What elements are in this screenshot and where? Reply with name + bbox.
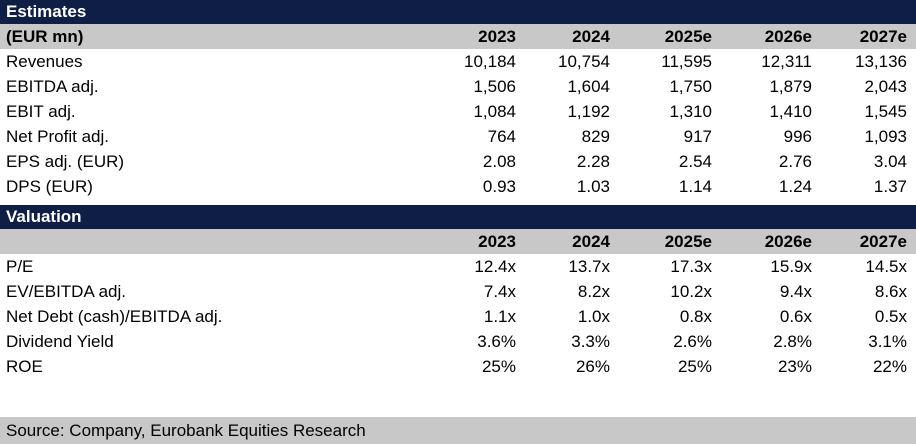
table-cell: 12,311 — [761, 51, 812, 71]
year-header: 2024 — [572, 231, 610, 251]
table-cell: 2.6% — [673, 331, 712, 351]
table-cell: 2.8% — [773, 331, 812, 351]
table-cell: 3.04 — [873, 151, 907, 171]
table-cell: 7.4x — [483, 281, 516, 301]
table-cell: 0.93 — [482, 176, 516, 196]
table-cell: 17.3x — [670, 256, 712, 276]
table-row: ROE 25% 26% 25% 23% 22% — [0, 354, 916, 379]
row-label: EBIT adj. — [6, 101, 76, 121]
table-cell: 22% — [872, 356, 907, 376]
table-row: EV/EBITDA adj. 7.4x 8.2x 10.2x 9.4x 8.6x — [0, 279, 916, 304]
year-header: 2026e — [764, 26, 812, 46]
row-label: DPS (EUR) — [6, 176, 93, 196]
table-cell: 11,595 — [661, 51, 712, 71]
table-row: Net Debt (cash)/EBITDA adj. 1.1x 1.0x 0.8x 0… — [0, 304, 916, 329]
table-cell: 1,192 — [567, 101, 610, 121]
table-cell: 1.37 — [873, 176, 907, 196]
table-row: Revenues 10,184 10,754 11,595 12,311 13,136 — [0, 49, 916, 74]
table-cell: 2.08 — [482, 151, 516, 171]
table-cell: 25% — [677, 356, 712, 376]
table-cell: 1.24 — [778, 176, 812, 196]
table-cell: 1.0x — [577, 306, 610, 326]
table-cell: 996 — [783, 126, 812, 146]
year-header: 2025e — [664, 26, 712, 46]
table-cell: 1.14 — [678, 176, 712, 196]
row-label: P/E — [6, 256, 34, 276]
table-cell: 764 — [487, 126, 516, 146]
table-row: Net Profit adj. 764 829 917 996 1,093 — [0, 124, 916, 149]
table-cell: 23% — [777, 356, 812, 376]
table-cell: 2.54 — [678, 151, 712, 171]
source-note: Source: Company, Eurobank Equities Resea… — [6, 420, 366, 440]
row-label: Net Profit adj. — [6, 126, 109, 146]
table-row: EBITDA adj. 1,506 1,604 1,750 1,879 2,043 — [0, 74, 916, 99]
table-cell: 1,310 — [669, 101, 712, 121]
table-cell: 3.3% — [571, 331, 610, 351]
table-cell: 2,043 — [864, 76, 907, 96]
row-label: Net Debt (cash)/EBITDA adj. — [6, 306, 223, 326]
valuation-title: Valuation — [6, 207, 82, 226]
table-cell: 10,754 — [558, 51, 610, 71]
table-cell: 829 — [581, 126, 610, 146]
year-header: 2027e — [859, 231, 907, 251]
estimates-table-body: Revenues 10,184 10,754 11,595 12,311 13,136 EB… — [0, 49, 916, 199]
estimates-title: Estimates — [6, 2, 87, 21]
table-cell: 8.2x — [577, 281, 610, 301]
table-row: DPS (EUR) 0.93 1.03 1.14 1.24 1.37 — [0, 174, 916, 199]
table-cell: 12.4x — [474, 256, 516, 276]
valuation-header-row: 2023 2024 2025e 2026e 2027e — [0, 229, 916, 254]
table-cell: 9.4x — [779, 281, 812, 301]
table-row: EBIT adj. 1,084 1,192 1,310 1,410 1,545 — [0, 99, 916, 124]
table-cell: 25% — [481, 356, 516, 376]
source-footer: Source: Company, Eurobank Equities Resea… — [0, 417, 916, 444]
table-cell: 0.5x — [874, 306, 907, 326]
table-cell: 15.9x — [770, 256, 812, 276]
table-cell: 1,750 — [669, 76, 712, 96]
table-cell: 917 — [683, 126, 712, 146]
table-cell: 14.5x — [865, 256, 907, 276]
estimates-title-bar: Estimates — [0, 0, 916, 24]
year-header: 2023 — [478, 231, 516, 251]
table-cell: 13,136 — [855, 51, 907, 71]
year-header: 2023 — [478, 26, 516, 46]
table-cell: 1,545 — [864, 101, 907, 121]
table-cell: 0.6x — [779, 306, 812, 326]
table-cell: 2.76 — [778, 151, 812, 171]
year-header: 2027e — [859, 26, 907, 46]
table-cell: 1.1x — [483, 306, 516, 326]
table-cell: 1,084 — [473, 101, 516, 121]
row-label: EBITDA adj. — [6, 76, 99, 96]
table-cell: 3.6% — [477, 331, 516, 351]
table-cell: 1,093 — [864, 126, 907, 146]
table-cell: 1,604 — [567, 76, 610, 96]
valuation-title-bar: Valuation — [0, 205, 916, 229]
table-cell: 10,184 — [464, 51, 516, 71]
table-cell: 1,506 — [473, 76, 516, 96]
row-label: ROE — [6, 356, 43, 376]
table-cell: 1,879 — [769, 76, 812, 96]
row-label: EPS adj. (EUR) — [6, 151, 125, 171]
table-row: EPS adj. (EUR) 2.08 2.28 2.54 2.76 3.04 — [0, 149, 916, 174]
table-cell: 3.1% — [868, 331, 907, 351]
table-cell: 1.03 — [576, 176, 610, 196]
estimates-header-row: (EUR mn) 2023 2024 2025e 2026e 2027e — [0, 24, 916, 49]
table-cell: 26% — [575, 356, 610, 376]
estimates-unit-label: (EUR mn) — [6, 26, 84, 46]
table-cell: 0.8x — [679, 306, 712, 326]
row-label: EV/EBITDA adj. — [6, 281, 126, 301]
table-cell: 13.7x — [568, 256, 610, 276]
year-header: 2026e — [764, 231, 812, 251]
year-header: 2025e — [664, 231, 712, 251]
table-cell: 10.2x — [670, 281, 712, 301]
year-header: 2024 — [572, 26, 610, 46]
table-cell: 1,410 — [769, 101, 812, 121]
table-cell: 8.6x — [874, 281, 907, 301]
table-cell: 2.28 — [576, 151, 610, 171]
valuation-table-body: P/E 12.4x 13.7x 17.3x 15.9x 14.5x EV/EBITDA ad… — [0, 254, 916, 379]
row-label: Revenues — [6, 51, 83, 71]
table-row: P/E 12.4x 13.7x 17.3x 15.9x 14.5x — [0, 254, 916, 279]
row-label: Dividend Yield — [6, 331, 114, 351]
table-row: Dividend Yield 3.6% 3.3% 2.6% 2.8% 3.1% — [0, 329, 916, 354]
